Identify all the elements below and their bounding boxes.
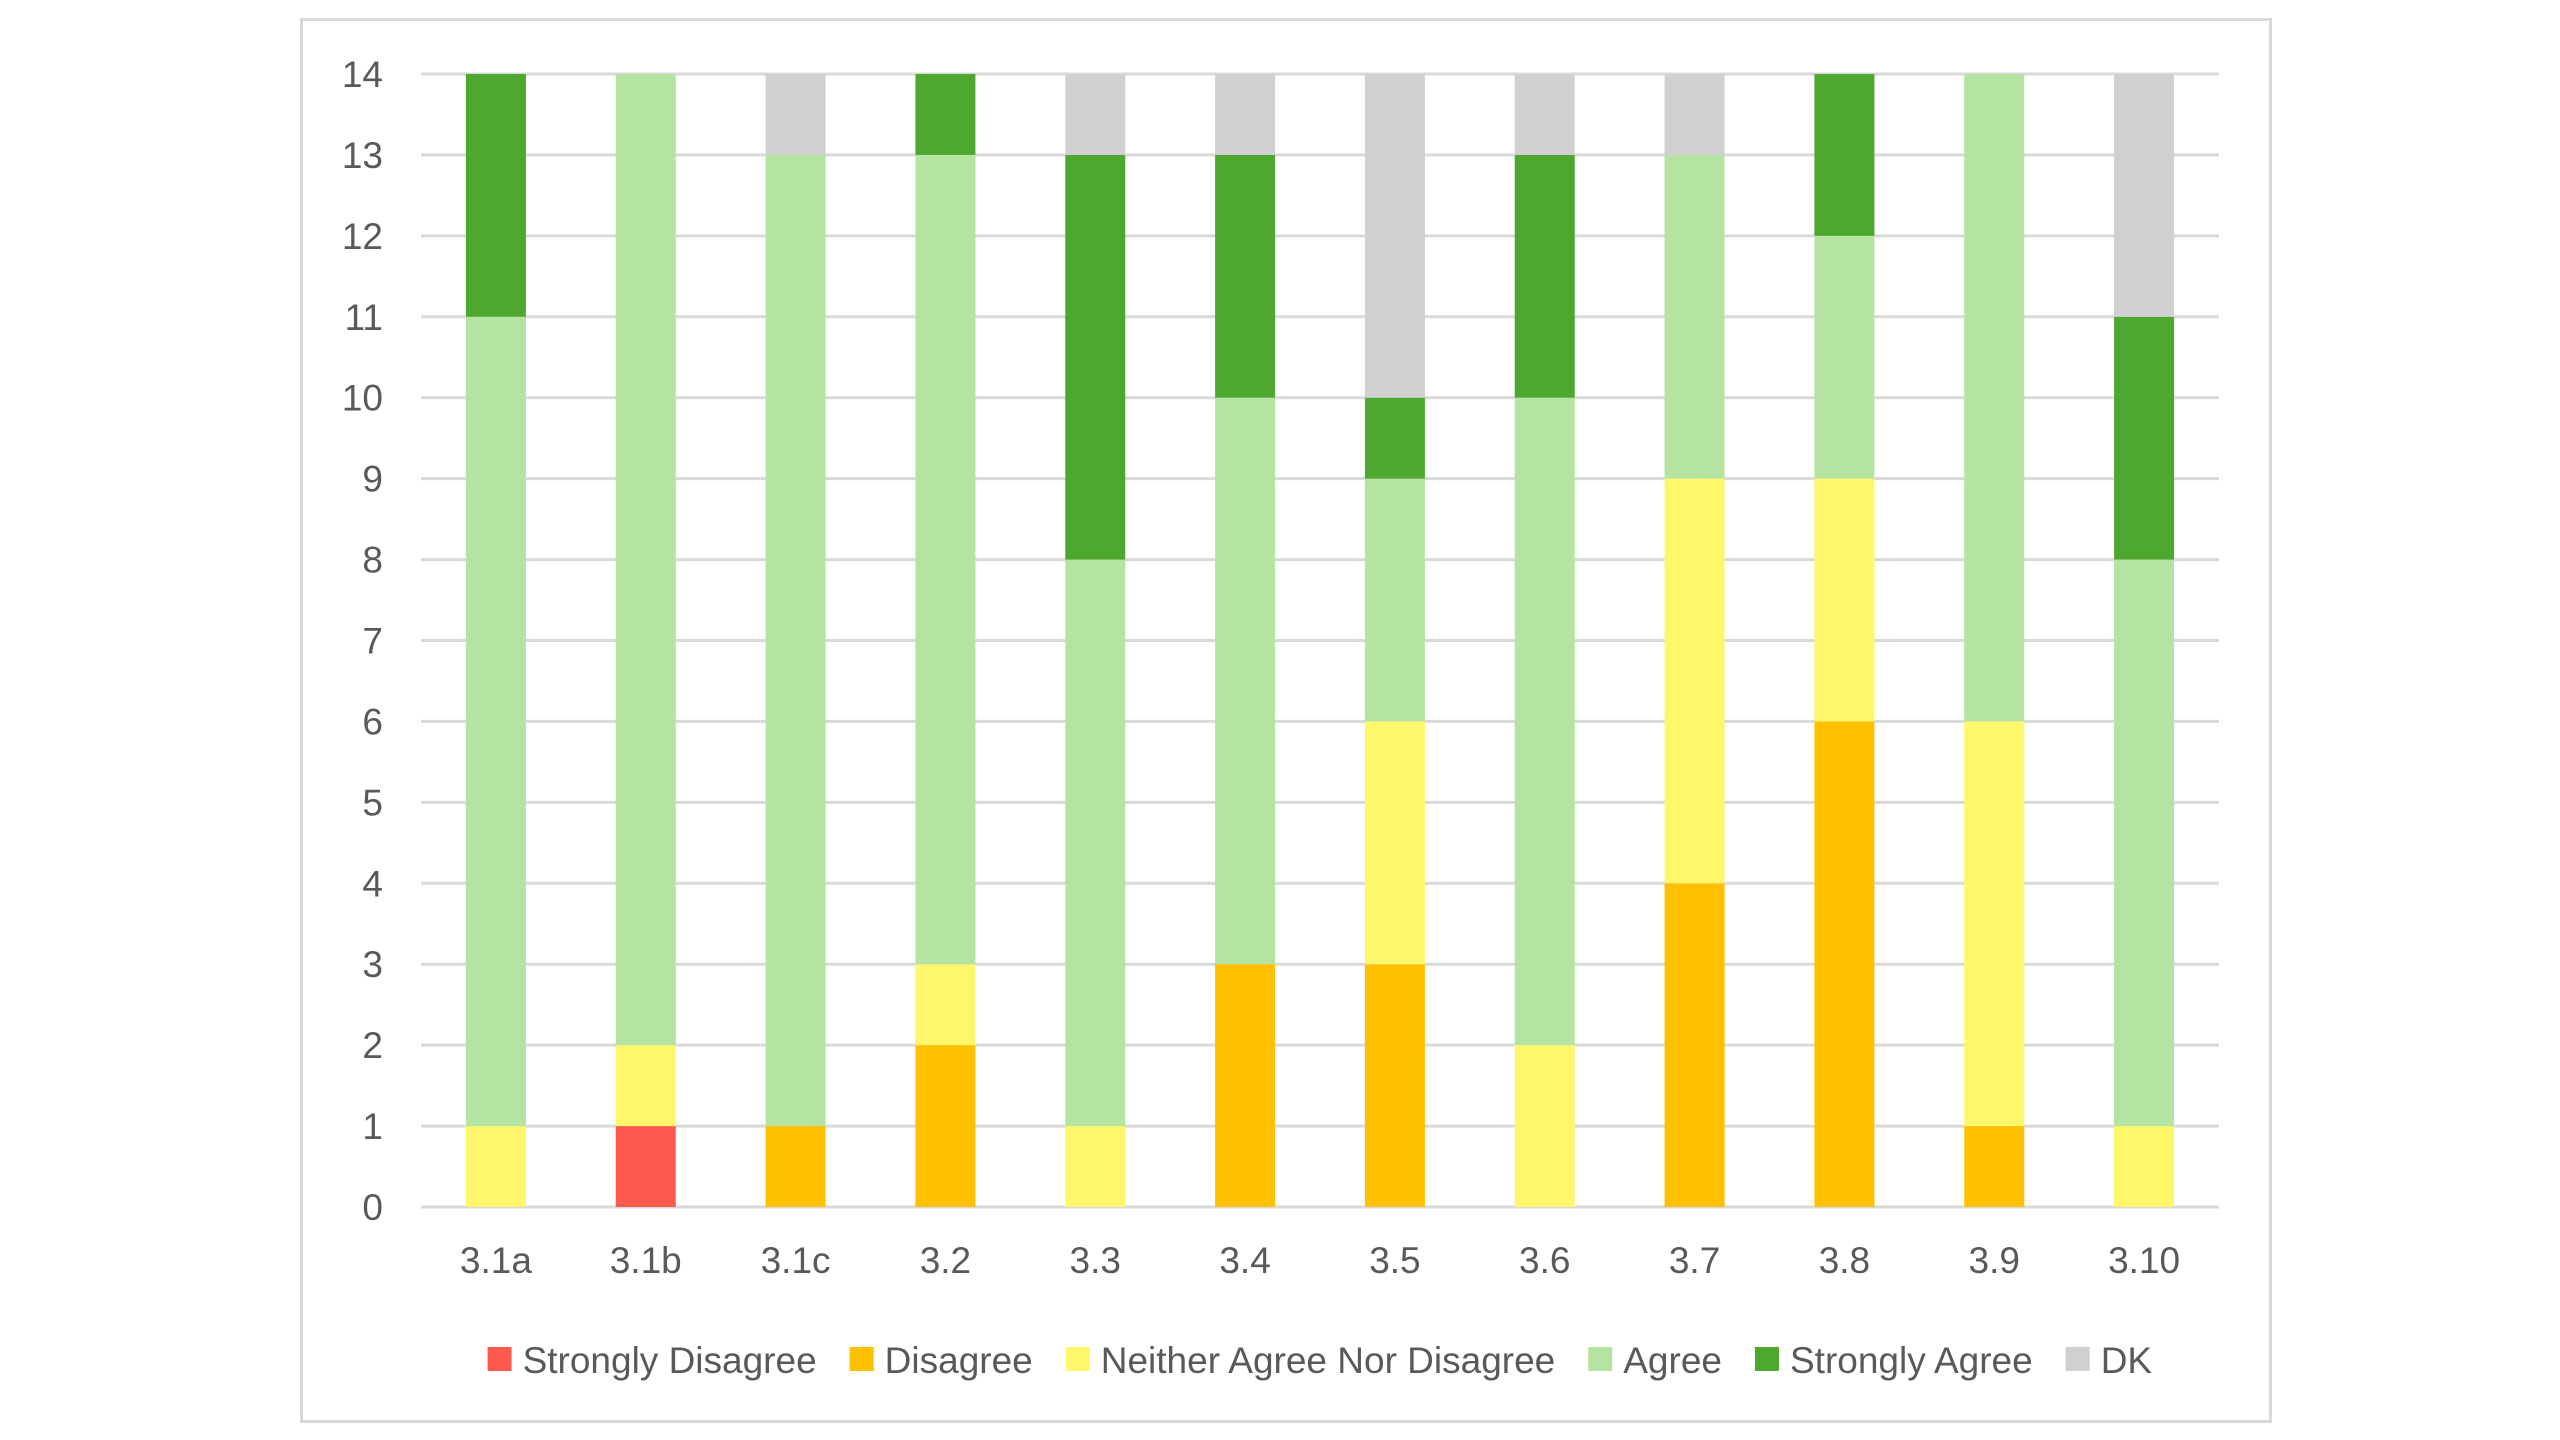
legend-swatch <box>1588 1347 1613 1371</box>
x-tick-label: 3.10 <box>2108 1240 2180 1281</box>
gridlines <box>421 72 2219 1209</box>
x-tick-label: 3.1b <box>610 1240 682 1281</box>
legend-swatch <box>487 1347 512 1371</box>
legend-swatch <box>1754 1347 1779 1371</box>
bar-segment <box>915 1045 976 1207</box>
x-tick-label: 3.1a <box>460 1240 532 1281</box>
y-tick-label: 6 <box>362 701 383 742</box>
bar-segment <box>1664 478 1725 884</box>
bar-segment <box>1215 74 1276 155</box>
y-tick-label: 10 <box>342 378 383 419</box>
bar-segment <box>1964 1126 2025 1207</box>
x-tick-label: 3.6 <box>1519 1240 1570 1281</box>
bar-segment <box>765 1126 826 1207</box>
x-tick-label: 3.7 <box>1669 1240 1720 1281</box>
legend-label: Strongly Disagree <box>523 1340 817 1381</box>
y-tick-label: 7 <box>362 621 383 662</box>
bar-segment <box>1514 1045 1575 1207</box>
legend-label: Neither Agree Nor Disagree <box>1101 1340 1556 1381</box>
bar-segment <box>1814 235 1875 479</box>
y-tick-label: 2 <box>362 1025 383 1066</box>
bar-segment <box>915 964 976 1046</box>
bar-segment <box>2114 74 2175 317</box>
y-tick-label: 5 <box>362 782 383 823</box>
bar-segment <box>1364 397 1425 479</box>
legend-label: Disagree <box>885 1340 1033 1381</box>
legend-label: Strongly Agree <box>1790 1340 2033 1381</box>
bar-segment <box>1364 74 1425 398</box>
bar-segment <box>1065 1126 1126 1207</box>
bar-segment <box>1065 74 1126 155</box>
bar-segment <box>465 74 526 317</box>
bar-segment <box>765 154 826 1127</box>
y-tick-label: 8 <box>362 540 383 581</box>
bar-segment <box>1814 721 1875 1207</box>
bar-segment <box>615 1045 676 1127</box>
y-tick-label: 14 <box>342 54 383 95</box>
y-tick-label: 4 <box>362 863 383 904</box>
bars <box>465 74 2175 1207</box>
x-tick-label: 3.1c <box>761 1240 831 1281</box>
legend: Strongly Disagree Disagree Neither Agree N… <box>487 1340 2153 1381</box>
bar-segment <box>1964 74 2025 722</box>
bar-segment <box>1664 883 1725 1207</box>
x-tick-label: 3.2 <box>920 1240 971 1281</box>
x-tick-label: 3.9 <box>1969 1240 2020 1281</box>
bar-segment <box>1814 478 1875 722</box>
bar-segment <box>1364 478 1425 722</box>
bar-segment <box>765 74 826 155</box>
bar-segment <box>465 1126 526 1207</box>
y-tick-label: 0 <box>362 1187 383 1228</box>
legend-label: Agree <box>1623 1340 1722 1381</box>
bar-segment <box>1215 397 1276 965</box>
bar-segment <box>1215 964 1276 1207</box>
bar-segment <box>2114 316 2175 560</box>
x-tick-label: 3.4 <box>1219 1240 1270 1281</box>
chart-frame: 0 1 2 3 4 5 6 7 8 9 10 11 12 13 14 3.1a 3.1b 3.1c 3.2 3.3 3… <box>300 18 2272 1423</box>
y-tick-label: 13 <box>342 135 383 176</box>
x-axis-tick-labels: 3.1a 3.1b 3.1c 3.2 3.3 3.4 3.5 3.6 3.7 3.8 3.9 3.10 <box>460 1240 2180 1281</box>
y-tick-label: 12 <box>342 216 383 257</box>
bar-segment <box>1514 74 1575 155</box>
bar-segment <box>615 74 676 1046</box>
x-tick-label: 3.8 <box>1819 1240 1870 1281</box>
bar-segment <box>915 74 976 155</box>
y-tick-label: 3 <box>362 944 383 985</box>
y-tick-label: 11 <box>345 297 383 338</box>
bar-segment <box>2114 1126 2175 1207</box>
bar-segment <box>1964 721 2025 1127</box>
y-tick-label: 9 <box>362 459 383 500</box>
legend-label: DK <box>2101 1340 2153 1381</box>
y-tick-label: 1 <box>362 1106 383 1147</box>
x-tick-label: 3.3 <box>1070 1240 1121 1281</box>
bar-segment <box>2114 559 2175 1127</box>
bar-segment <box>1364 964 1425 1207</box>
bar-segment <box>915 154 976 965</box>
bar-segment <box>1364 721 1425 965</box>
legend-swatch <box>1065 1347 1090 1371</box>
bar-segment <box>465 316 526 1127</box>
bar-segment <box>1664 74 1725 155</box>
bar-segment <box>1664 154 1725 479</box>
bar-segment <box>1065 154 1126 560</box>
bar-segment <box>615 1126 676 1207</box>
bar-segment <box>1814 74 1875 236</box>
bar-segment <box>1215 154 1276 398</box>
bar-segment <box>1514 154 1575 398</box>
bar-segment <box>1065 559 1126 1127</box>
x-tick-label: 3.5 <box>1369 1240 1420 1281</box>
legend-swatch <box>2065 1347 2090 1371</box>
legend-swatch <box>849 1347 874 1371</box>
bar-segment <box>1514 397 1575 1046</box>
